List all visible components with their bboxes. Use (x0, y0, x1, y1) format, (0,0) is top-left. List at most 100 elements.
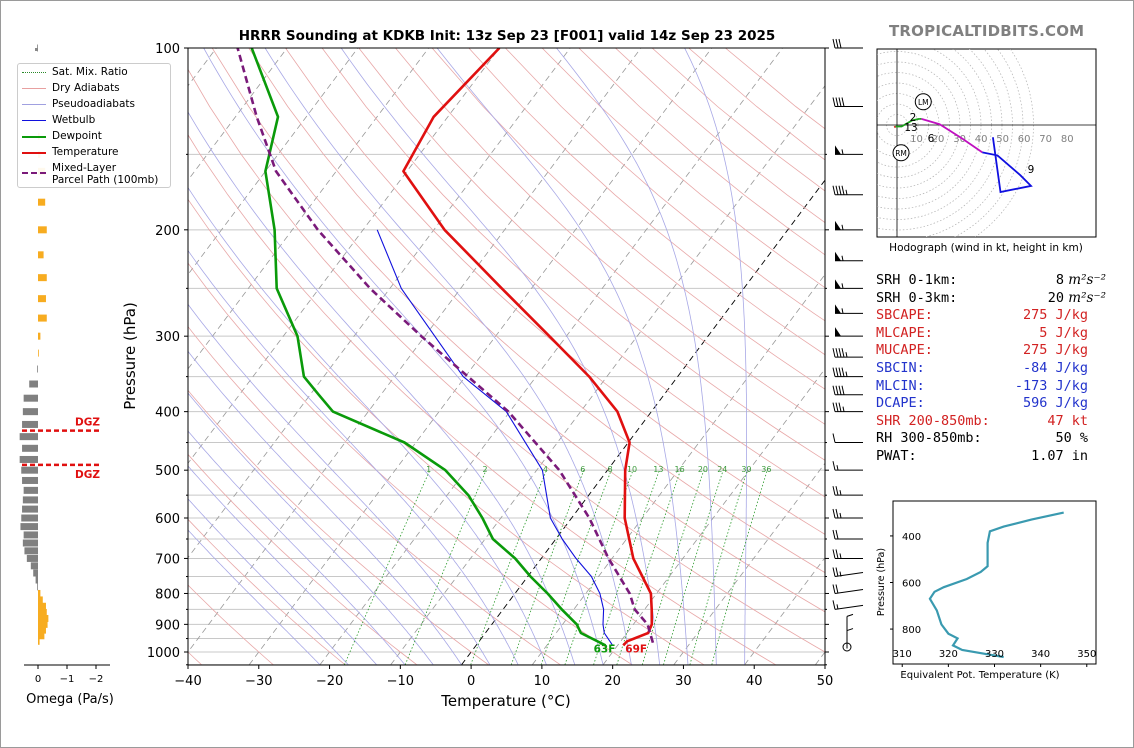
index-row: PWAT: 1.07 in (876, 448, 1116, 466)
omega-bar (38, 608, 47, 616)
index-row: SBCAPE: 275 J/kg (876, 307, 1116, 325)
index-value: 47 kt (1047, 413, 1088, 431)
omega-bar (38, 314, 47, 322)
wind-barbs (832, 38, 864, 652)
hodo-lm-label: LM (918, 98, 929, 107)
hodo-ring-label: 20 (932, 134, 945, 145)
legend-swatch (22, 104, 46, 105)
hodo-ring-label: 70 (1039, 134, 1052, 145)
barb-pennant (835, 304, 841, 314)
x-tick-label: −10 (387, 674, 414, 689)
hodo-ring-label: 80 (1061, 134, 1074, 145)
hodograph-frame (876, 48, 1097, 238)
barb-full (841, 185, 845, 195)
barb-full (835, 348, 839, 358)
barb-full (841, 385, 845, 395)
hodo-height-2: 2 (910, 112, 917, 124)
mixing-ratio-label: 1 (426, 465, 431, 474)
index-value-text: 275 J/kg (1022, 342, 1088, 359)
hodo-height-9: 9 (1028, 164, 1035, 176)
barb-full (832, 402, 836, 412)
mixing-ratio-label: 36 (761, 465, 771, 474)
mixing-ratio-line (641, 470, 705, 665)
mixing-ratio-line (663, 470, 724, 665)
theta-y-tick-label: 800 (902, 625, 921, 636)
dry-adiabat (211, 48, 825, 613)
barb-half (845, 371, 848, 377)
index-label: SBCAPE: (876, 307, 933, 324)
barb-full (838, 185, 842, 195)
index-row: SBCIN: -84 J/kg (876, 360, 1116, 378)
theta-x-tick-label: 350 (1077, 649, 1096, 660)
wind-barb (835, 251, 863, 262)
wind-barb (832, 367, 863, 378)
hodo-rm-label: RM (895, 149, 907, 158)
theta-e-panel (928, 511, 1064, 659)
legend-swatch (22, 172, 46, 174)
barb-full (835, 385, 839, 395)
legend-label: Dry Adiabats (52, 82, 120, 94)
profile-mixed-layer-parcel-path-100mb (236, 48, 655, 644)
wind-barb (832, 567, 864, 578)
index-value: 1.07 in (1031, 448, 1088, 466)
y-tick-label: 100 (155, 42, 180, 57)
legend-swatch (22, 120, 46, 121)
mixing-ratio-label: 16 (675, 465, 685, 474)
index-label: SRH 0-1km: (876, 272, 958, 288)
index-value: 596 J/kg (1023, 395, 1088, 413)
omega-bar (38, 198, 46, 206)
omega-bar (38, 332, 41, 340)
barb-full (832, 367, 836, 377)
legend-label: Mixed-Layer Parcel Path (100mb) (52, 162, 158, 186)
isotherm (188, 48, 359, 276)
x-tick-label: 50 (817, 674, 834, 689)
index-row: SRH 0-3km: 20 m²s⁻² (876, 290, 1116, 308)
barb-half (842, 406, 845, 412)
omega-bar (37, 365, 38, 373)
omega-panel: DGZ DGZ 0 −1 −2 Omega (Pa/s) (19, 44, 114, 707)
y-tick-label: 200 (155, 224, 180, 239)
legend: Sat. Mix. Ratio Dry Adiabats Pseudoadiabat… (17, 63, 171, 188)
index-value-text: -84 J/kg (1022, 359, 1088, 376)
barb-pennant (835, 220, 841, 230)
isotherm (188, 48, 571, 559)
wind-barb (832, 402, 863, 413)
index-row: MUCAPE: 275 J/kg (876, 342, 1116, 360)
x-tick-label: −20 (316, 674, 343, 689)
omega-bar (38, 295, 46, 303)
hodo-ring-label: 60 (1018, 134, 1031, 145)
omega-bar (19, 433, 38, 441)
barb-full (838, 38, 842, 49)
wind-barb (832, 486, 863, 496)
x-tick-label: 10 (534, 674, 551, 689)
site-watermark: TROPICALTIDBITS.COM (889, 22, 1085, 40)
mixing-ratio-label: 6 (580, 465, 585, 474)
barb-full (835, 584, 839, 594)
wind-barb (832, 461, 863, 471)
barb-full (835, 508, 839, 519)
barb-full (832, 385, 836, 395)
theta-e-profile (928, 511, 1064, 659)
dry-adiabat (431, 48, 825, 390)
mixing-ratio-label: 24 (717, 465, 727, 474)
isotherm (188, 48, 642, 653)
barb-full (835, 38, 839, 49)
moist-adiabat (556, 48, 717, 665)
barb-pennant (835, 279, 841, 289)
omega-top-marker (35, 48, 38, 51)
skewt-plot-frame (187, 47, 826, 666)
omega-bar (38, 251, 44, 259)
omega-bar (38, 589, 41, 597)
barb-pennant (835, 327, 841, 337)
barb-full (832, 600, 836, 610)
skewt-axes: 69F 63F −40 −30 −20 −10 0 10 20 30 40 50 100 200 300 40… (121, 42, 833, 710)
wind-barb (835, 304, 863, 314)
index-label: MLCAPE: (876, 324, 933, 341)
barb-full (832, 567, 836, 577)
barb-half (836, 465, 839, 471)
omega-bar (19, 455, 38, 463)
profile-dewpoint (250, 48, 607, 647)
moist-adiabat (264, 48, 632, 665)
index-value: 5 J/kg (1039, 325, 1088, 343)
moist-adiabat (188, 430, 406, 665)
